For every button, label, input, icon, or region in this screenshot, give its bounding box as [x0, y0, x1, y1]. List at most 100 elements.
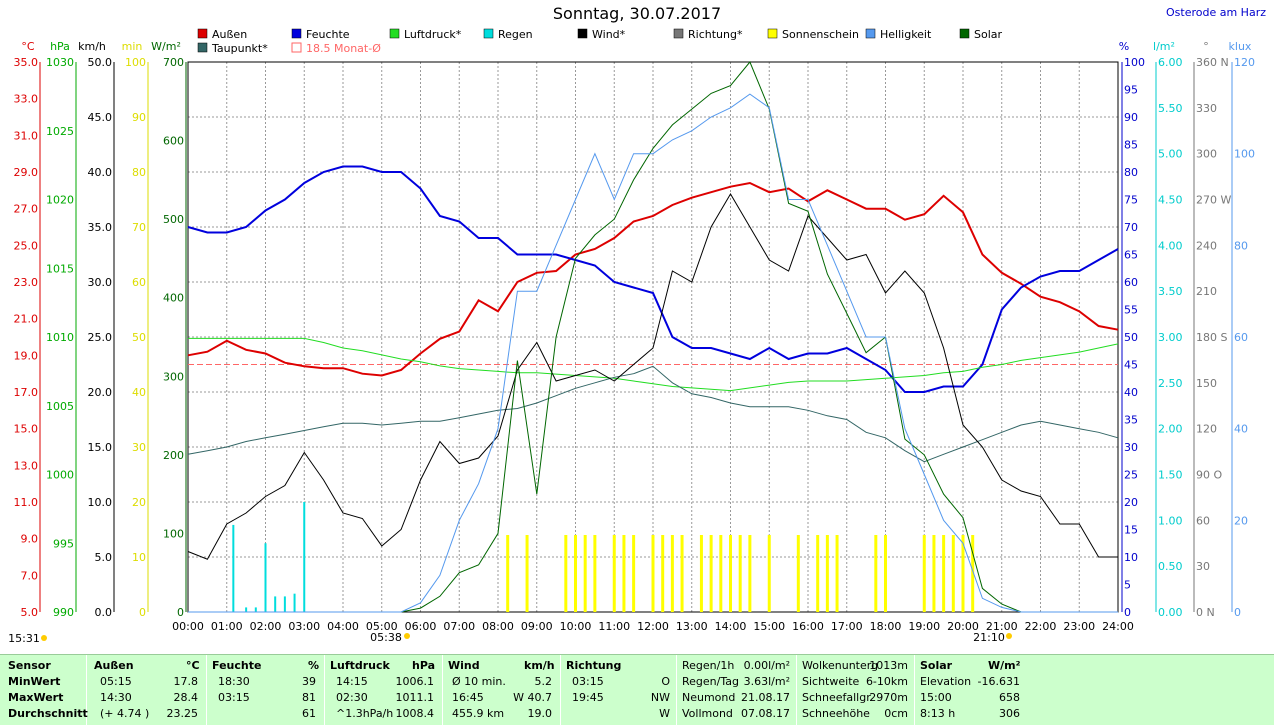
min-axis-label: 0: [139, 606, 146, 619]
rain-axis-label: 2.00: [1158, 423, 1183, 436]
richtung-time: 03:15: [572, 675, 604, 688]
dir-axis-label: 270 W: [1196, 194, 1231, 207]
extra-value: 21.08.17: [741, 691, 790, 704]
legend-swatch: [291, 28, 302, 39]
sunshine-bar: [767, 535, 771, 612]
lux-axis-label: 40: [1234, 423, 1248, 436]
temp-axis-label: 25.0: [14, 239, 39, 252]
dir-axis-label: 240: [1196, 239, 1217, 252]
legend-label: 18.5 Monat-Ø: [306, 42, 381, 55]
rain-axis-label: 5.50: [1158, 102, 1183, 115]
solar-axis-label: 200: [163, 449, 184, 462]
rain-bar: [245, 607, 248, 612]
sunshine-bar: [525, 535, 529, 612]
extra-value2: 6-10km: [865, 675, 908, 688]
dir-axis-label: 300: [1196, 148, 1217, 161]
dir-axis-label: 330: [1196, 102, 1217, 115]
legend-label: Wind*: [592, 28, 626, 41]
wind-axis-label: 45.0: [88, 111, 113, 124]
temp-axis-label: 15.0: [14, 423, 39, 436]
header-wind-unit: km/h: [524, 659, 555, 672]
header-solar-unit: W/m²: [988, 659, 1021, 672]
min-axis-label: 40: [132, 386, 146, 399]
wind-time: Ø 10 min.: [452, 675, 506, 688]
sunshine-bar: [816, 535, 820, 612]
x-tick-label: 06:00: [405, 620, 437, 633]
sunshine-bar: [661, 535, 665, 612]
solar-axis-label: 400: [163, 292, 184, 305]
series-line-außen: [187, 181, 1119, 377]
hum-axis-label: 60: [1124, 276, 1138, 289]
luftdruck-value: 1008.4: [395, 707, 435, 720]
richtung-value: W: [659, 707, 670, 720]
wind-value: W 40.7: [513, 691, 552, 704]
solar-axis-label: 500: [163, 213, 184, 226]
hum-axis-label: 85: [1124, 139, 1138, 152]
hum-axis-label: 0: [1124, 606, 1131, 619]
sunshine-bar: [583, 535, 587, 612]
rain-bar: [283, 596, 286, 612]
legend-swatch: [577, 28, 588, 39]
wind-axis-label: 50.0: [88, 56, 113, 69]
rain-bar: [303, 502, 306, 612]
extra-label2: Schneehöhe: [802, 707, 870, 720]
feuchte-time: 03:15: [218, 691, 250, 704]
rain-axis-label: 0.00: [1158, 606, 1183, 619]
sunshine-bar: [632, 535, 636, 612]
min-axis-label: 70: [132, 221, 146, 234]
legend-swatch: [389, 28, 400, 39]
x-tick-label: 17:00: [831, 620, 863, 633]
rain-bar: [264, 543, 267, 612]
min-axis-label: 50: [132, 331, 146, 344]
series-line-luftdruck: [188, 337, 1119, 392]
series-line-feuchte: [187, 165, 1119, 393]
dir-axis-label: 360 N: [1196, 56, 1229, 69]
sunshine-bar: [719, 535, 723, 612]
wind-axis-label: 15.0: [88, 441, 113, 454]
press-axis-label: 1025: [46, 125, 74, 138]
x-tick-label: 13:00: [676, 620, 708, 633]
x-tick-label: 11:00: [598, 620, 630, 633]
min-axis-label: 60: [132, 276, 146, 289]
luftdruck-value: 1006.1: [395, 675, 435, 688]
wind-axis-label: 35.0: [88, 221, 113, 234]
extra-value: 0.00l/m²: [743, 659, 790, 672]
header-luftdruck-unit: hPa: [412, 659, 436, 672]
extra-label2: Sichtweite: [802, 675, 860, 688]
press-axis-label: 1030: [46, 56, 74, 69]
chart-title: Sonntag, 30.07.2017: [552, 4, 722, 23]
sunshine-bar: [971, 535, 975, 612]
extra-value2: 2970m: [869, 691, 908, 704]
legend-label: Helligkeit: [880, 28, 932, 41]
extra-label: Regen/Tag: [682, 675, 739, 688]
temp-axis-label: 5.0: [21, 606, 39, 619]
min-axis-label: 100: [125, 56, 146, 69]
sunshine-bar: [709, 535, 713, 612]
sunshine-bar: [680, 535, 684, 612]
sunshine-bar: [942, 535, 946, 612]
rain-unit: l/m²: [1153, 40, 1175, 53]
row-label: MinWert: [8, 675, 61, 688]
wind-axis-label: 30.0: [88, 276, 113, 289]
hum-axis-label: 10: [1124, 551, 1138, 564]
aussen-value: 17.8: [173, 675, 199, 688]
hum-axis-label: 25: [1124, 469, 1138, 482]
sunshine-bar: [506, 535, 510, 612]
lux-axis-label: 80: [1234, 239, 1248, 252]
press-axis-label: 995: [53, 537, 74, 550]
x-tick-label: 08:00: [482, 620, 514, 633]
sunshine-bar: [699, 535, 703, 612]
hum-axis-label: 15: [1124, 524, 1138, 537]
location-link[interactable]: Osterode am Harz: [1166, 6, 1266, 19]
legend-label: Feuchte: [306, 28, 350, 41]
sunshine-bar: [922, 535, 926, 612]
sunshine-bar: [932, 535, 936, 612]
rain-axis-label: 0.50: [1158, 560, 1183, 573]
legend-swatch: [959, 28, 970, 39]
wind-axis-label: 20.0: [88, 386, 113, 399]
rain-bar: [254, 607, 257, 612]
sunshine-bar: [729, 535, 732, 612]
lux-axis-label: 120: [1234, 56, 1255, 69]
hum-axis-label: 65: [1124, 249, 1138, 262]
temp-axis-label: 11.0: [14, 496, 39, 509]
